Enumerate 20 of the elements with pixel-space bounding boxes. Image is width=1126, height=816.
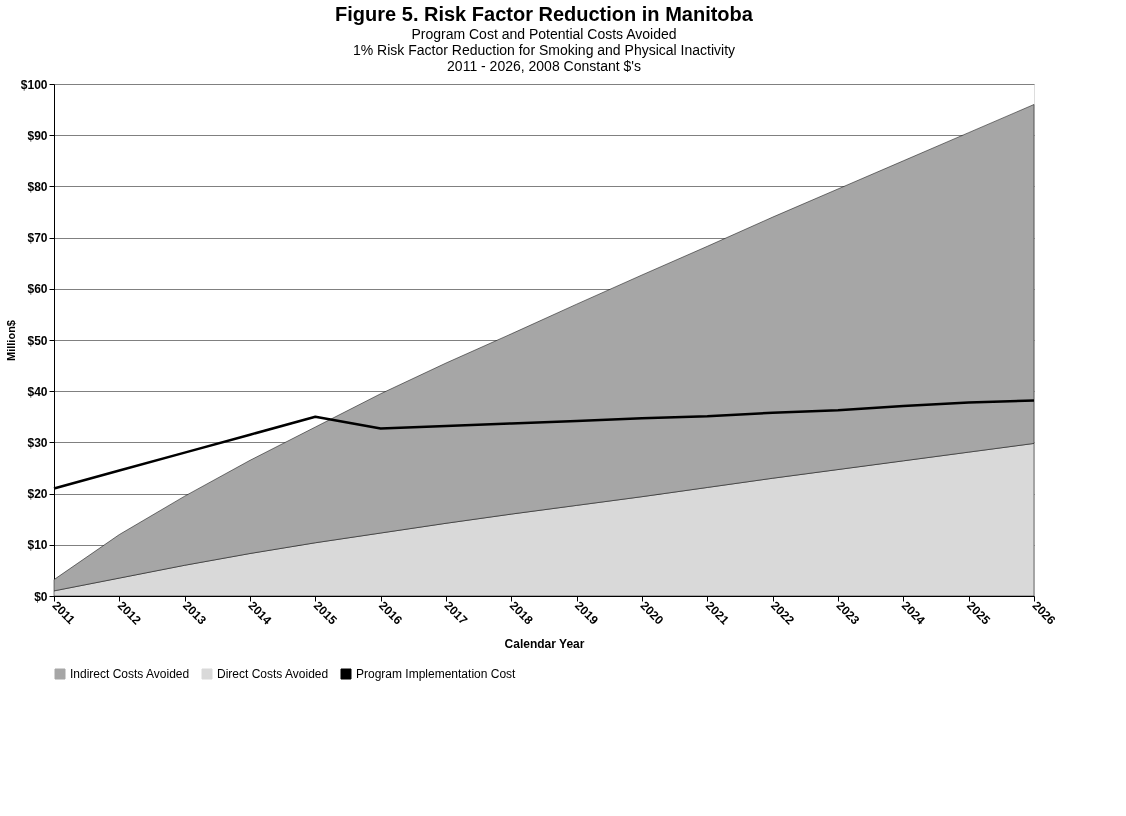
y-axis-title: Million$ [4,320,17,361]
legend-label: Direct Costs Avoided [217,667,329,681]
text: 1% Risk Factor Reduction for Smoking and Physical Inactivity [352,42,736,58]
legend-label: Indirect Costs Avoided [70,667,190,681]
y-tick-label: $50 [27,333,48,348]
text: 2011 - 2026, 2008 Constant $'s [447,58,641,74]
y-tick-label: $10 [27,538,48,553]
y-tick-label: $70 [27,231,48,246]
chart-subtitle: Program Cost and Potential Costs Avoided [411,26,677,42]
y-tick-label: $100 [20,77,48,92]
y-tick-label: $80 [27,179,48,194]
y-tick-label: $20 [27,487,48,502]
y-tick-label: $90 [27,128,48,143]
x-axis-title: Calendar Year [504,636,585,651]
legend-label: Program Implementation Cost [356,667,517,681]
y-tick-label: $30 [27,435,48,450]
chart-title: Figure 5. Risk Factor Reduction in Manitoba [335,3,754,25]
y-tick-label: $0 [34,589,48,604]
y-tick-label: $60 [27,282,48,297]
y-tick-label: $40 [27,384,48,399]
